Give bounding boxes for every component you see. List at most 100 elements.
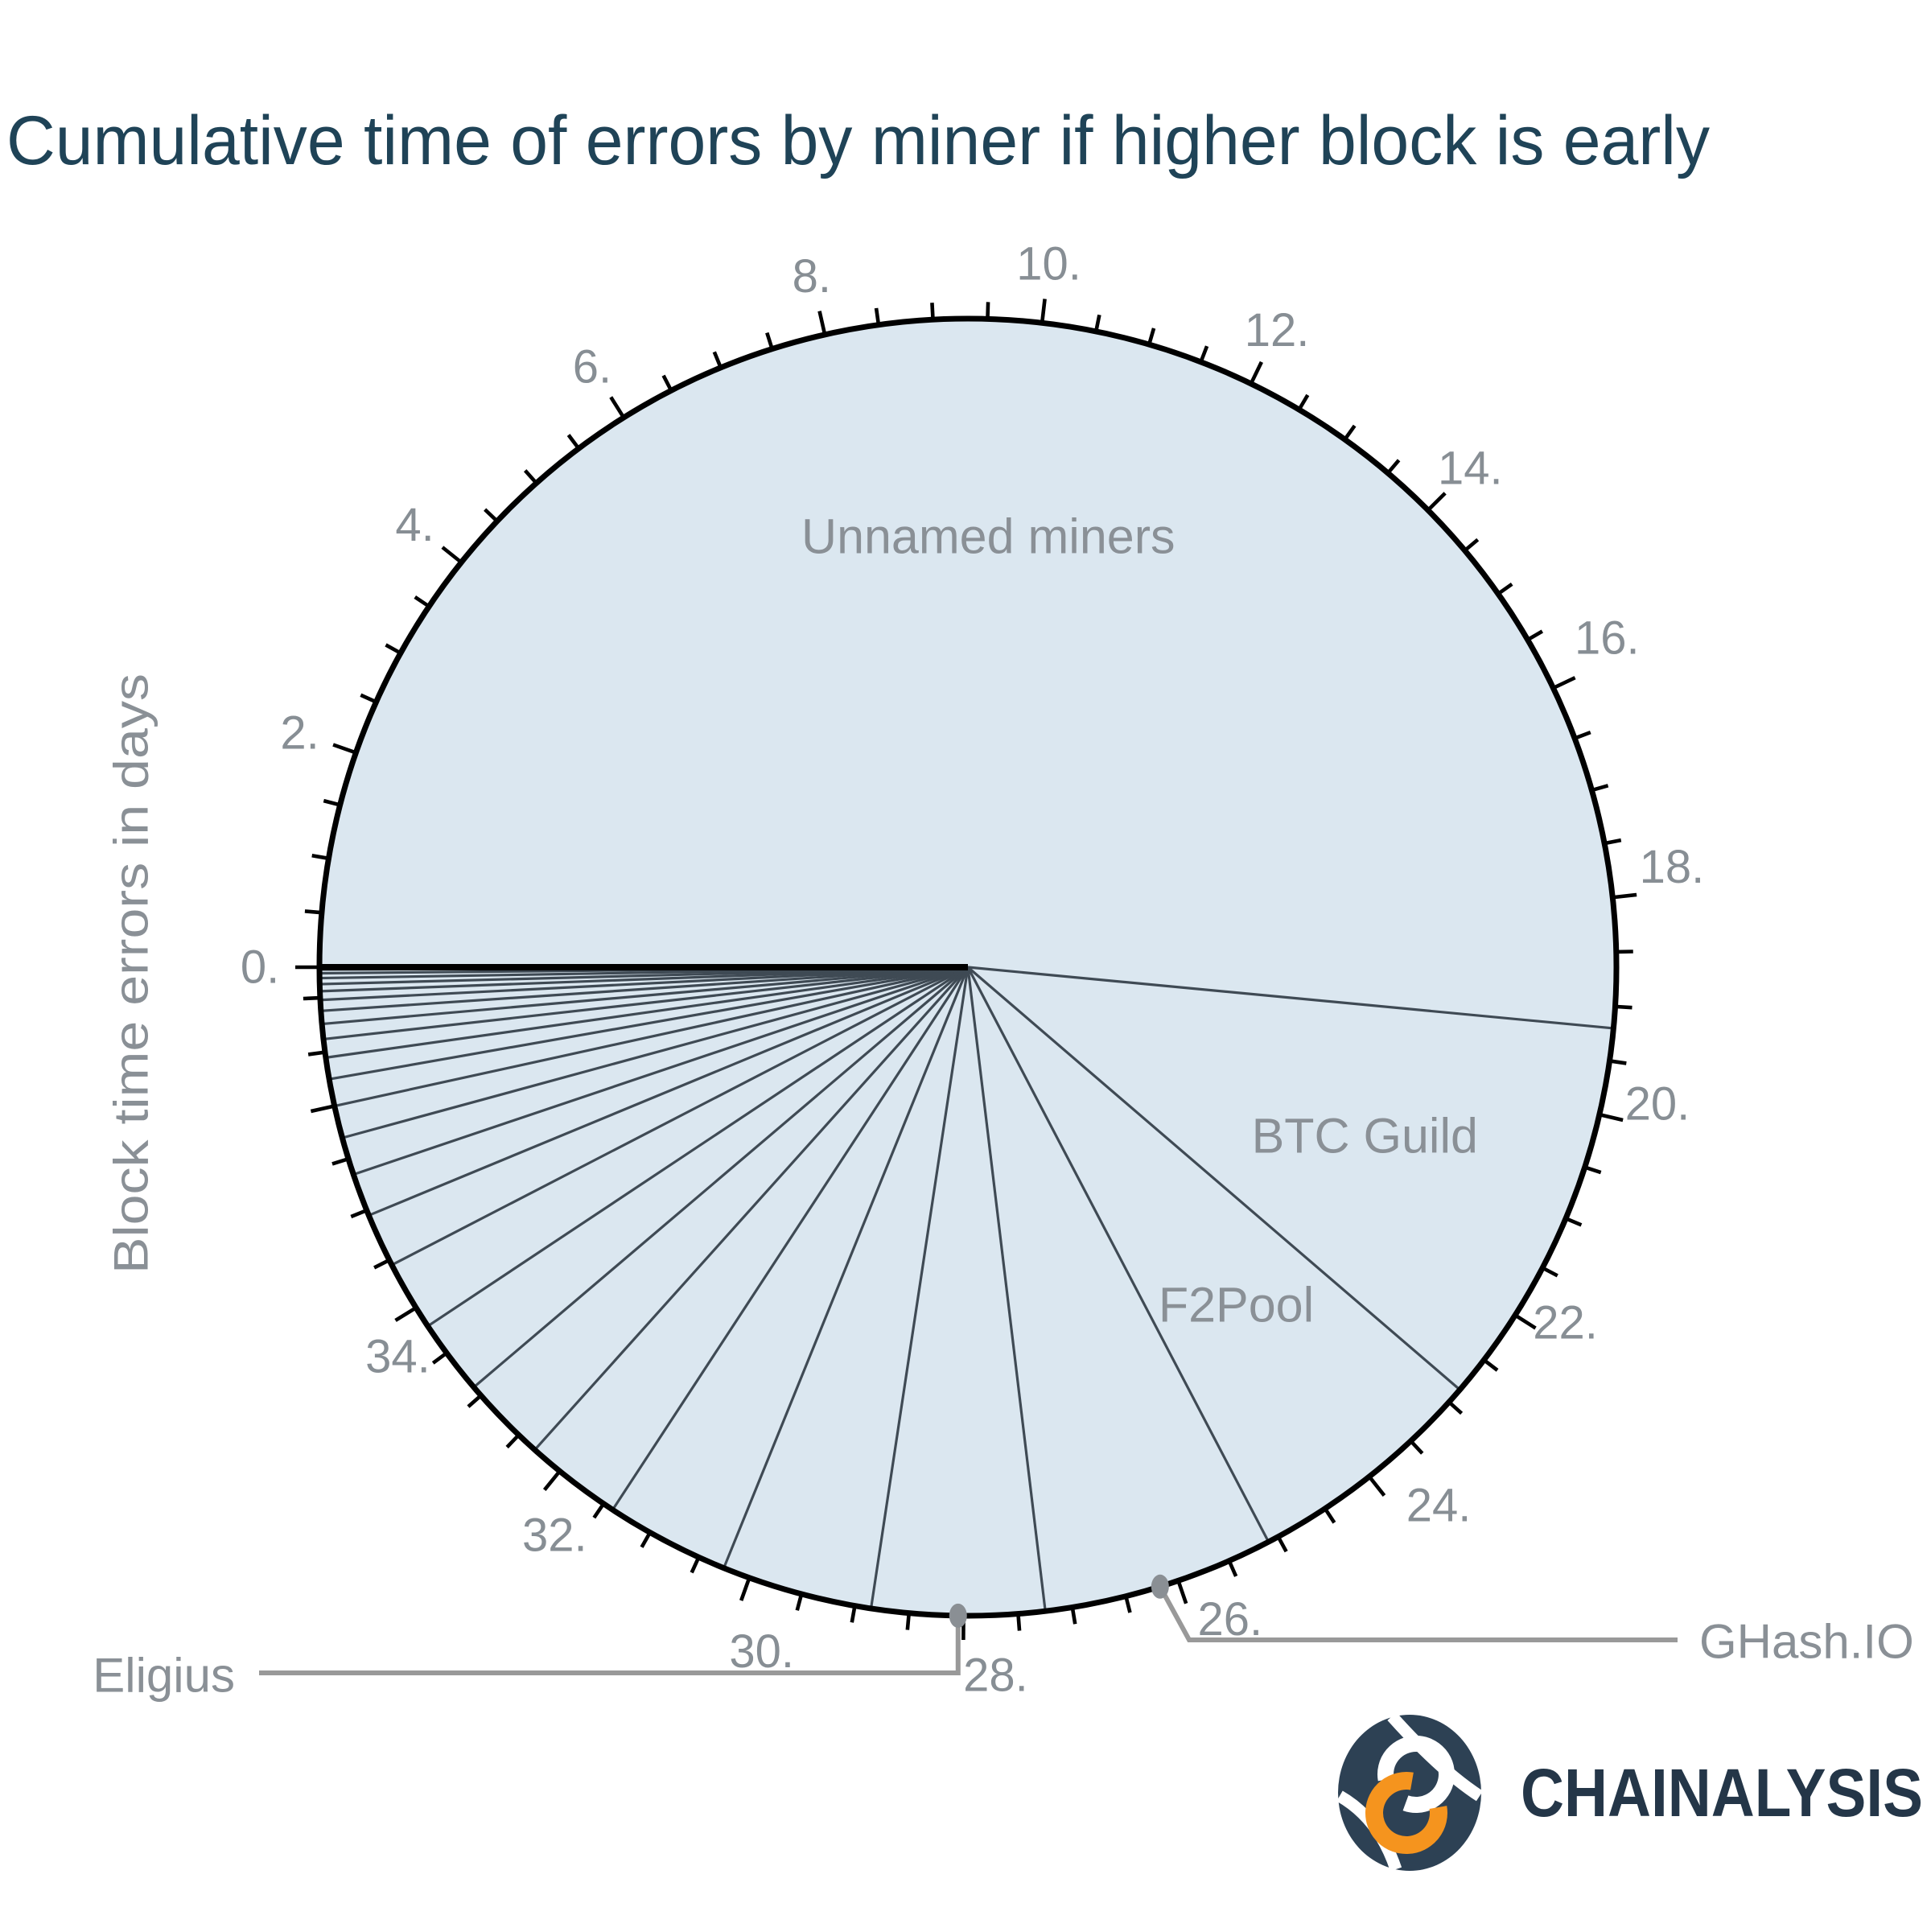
major-tick xyxy=(817,311,827,336)
tick-label: 26. xyxy=(1197,1593,1262,1646)
minor-tick xyxy=(467,1394,483,1408)
slice-boundary xyxy=(320,966,969,1012)
slice-boundary xyxy=(966,966,1047,1612)
major-tick xyxy=(1612,892,1637,900)
slice-label-f2pool: F2Pool xyxy=(1159,1278,1314,1333)
major-tick xyxy=(1249,360,1263,385)
minor-tick xyxy=(1093,314,1101,332)
callout-line-ghash-io xyxy=(1158,1585,1678,1642)
minor-tick xyxy=(1409,1440,1424,1455)
minor-tick xyxy=(905,1613,912,1630)
logo-wordmark: CHAINALYSIS xyxy=(1521,1755,1923,1831)
minor-tick xyxy=(850,1605,857,1623)
tick-label: 8. xyxy=(793,250,831,303)
major-tick xyxy=(609,396,626,419)
logo-mark-orange-link xyxy=(1365,1772,1447,1854)
minor-tick xyxy=(1386,459,1401,475)
minor-tick xyxy=(1343,424,1357,441)
major-tick xyxy=(1552,676,1576,690)
tick-label: 22. xyxy=(1533,1297,1598,1349)
chainalysis-logo: CHAINALYSIS xyxy=(1336,1712,1923,1872)
major-tick xyxy=(1368,1475,1386,1497)
slice-boundary xyxy=(966,966,1270,1543)
axis-title: Block time errors in days xyxy=(105,674,159,1274)
slice-boundary xyxy=(426,966,969,1328)
minor-tick xyxy=(385,643,401,655)
minor-tick xyxy=(986,302,990,319)
minor-tick xyxy=(1574,730,1591,740)
tick-label: 0. xyxy=(241,941,279,994)
slice-boundary xyxy=(341,966,969,1139)
slice-boundary xyxy=(352,966,969,1176)
major-tick xyxy=(441,546,463,564)
minor-tick xyxy=(414,595,430,608)
tick-label: 10. xyxy=(1016,237,1081,290)
tick-label: 6. xyxy=(573,341,611,393)
tick-label: 14. xyxy=(1438,442,1503,494)
tick-label: 32. xyxy=(522,1509,587,1561)
minor-tick xyxy=(1604,838,1622,846)
slice-boundary xyxy=(323,966,969,1041)
tick-label: 30. xyxy=(729,1625,794,1678)
slice-boundary xyxy=(319,966,969,1002)
minor-tick xyxy=(930,303,935,320)
minor-tick xyxy=(1070,1607,1077,1625)
slice-label-unnamed-miners: Unnamed miners xyxy=(801,509,1175,564)
tick-label: 12. xyxy=(1245,304,1310,356)
minor-tick xyxy=(640,1531,652,1548)
minor-tick xyxy=(592,1502,606,1519)
slice-boundary xyxy=(391,966,969,1267)
major-tick xyxy=(739,1577,751,1601)
major-tick xyxy=(1513,1313,1537,1330)
slice-boundary xyxy=(328,966,969,1081)
callout-dot-eligius xyxy=(949,1603,967,1628)
minor-tick xyxy=(323,798,341,807)
callout-line-eligius xyxy=(259,1615,961,1675)
minor-tick xyxy=(1609,1059,1627,1065)
minor-tick xyxy=(795,1593,804,1611)
minor-tick xyxy=(690,1556,701,1574)
slice-boundary xyxy=(325,966,969,1059)
slice-boundary xyxy=(723,966,970,1569)
callout-label-ghash-io: GHash.IO xyxy=(1699,1615,1914,1669)
slice-label-btc-guild: BTC Guild xyxy=(1252,1109,1478,1164)
major-tick xyxy=(1599,1112,1624,1123)
slice-boundary xyxy=(472,966,970,1389)
minor-tick xyxy=(1526,629,1544,642)
tick-label: 34. xyxy=(365,1331,430,1383)
minor-tick xyxy=(1497,582,1513,595)
minor-tick xyxy=(1482,1358,1499,1372)
minor-tick xyxy=(874,307,881,326)
minor-tick xyxy=(505,1433,521,1449)
major-tick xyxy=(332,743,357,755)
minor-tick xyxy=(1227,1559,1238,1577)
minor-tick xyxy=(350,1209,368,1219)
minor-tick xyxy=(1584,1165,1602,1175)
slice-boundary xyxy=(321,966,969,1026)
minor-tick xyxy=(1276,1535,1288,1553)
minor-tick xyxy=(1199,345,1209,363)
minor-tick xyxy=(304,909,323,915)
chart-title: Cumulative time of errors by miner if hi… xyxy=(6,102,1710,179)
minor-tick xyxy=(1124,1596,1132,1613)
slice-boundary xyxy=(967,966,1614,1030)
slice-boundary xyxy=(611,966,970,1511)
major-tick xyxy=(1427,492,1447,512)
tick-label: 24. xyxy=(1406,1480,1472,1532)
major-tick xyxy=(542,1469,562,1492)
minor-tick xyxy=(1447,1400,1464,1415)
minor-tick xyxy=(373,1258,390,1270)
minor-tick xyxy=(360,693,377,704)
minor-tick xyxy=(1591,784,1609,793)
major-tick xyxy=(1176,1580,1188,1605)
slice-boundary xyxy=(334,966,969,1108)
slice-boundary xyxy=(533,966,970,1451)
major-tick xyxy=(394,1306,418,1322)
tick-label: 4. xyxy=(395,499,434,551)
slice-boundary xyxy=(869,966,970,1609)
minor-tick xyxy=(1297,393,1310,411)
minor-tick xyxy=(661,374,673,392)
tick-label: 18. xyxy=(1640,841,1705,893)
